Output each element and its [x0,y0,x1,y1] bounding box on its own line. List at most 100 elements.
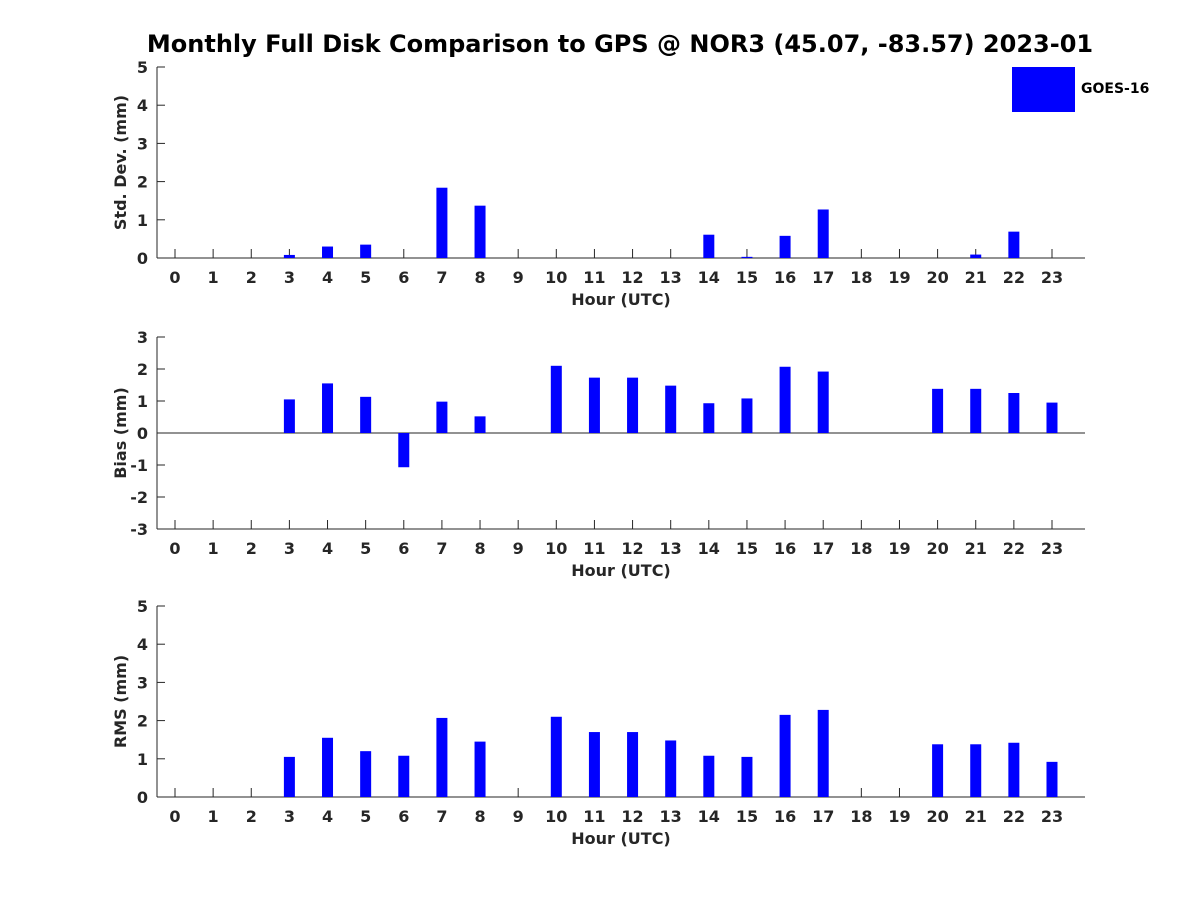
x-tick-label: 16 [774,268,796,287]
bar [1008,742,1020,797]
x-tick-label: 5 [360,807,371,826]
x-tick-label: 8 [474,807,485,826]
y-tick-label: 2 [137,173,148,192]
bar [779,235,791,258]
bar [436,717,448,797]
y-tick-label: 1 [137,211,148,230]
x-tick-label: 22 [1003,539,1025,558]
x-tick-label: 7 [436,539,447,558]
x-tick-label: 2 [246,539,257,558]
y-tick-label: 2 [137,712,148,731]
y-tick-label: 2 [137,360,148,379]
y-tick-label: 5 [137,597,148,616]
x-tick-label: 20 [926,807,948,826]
bar [474,205,486,258]
bar [436,401,448,433]
bar [360,244,372,258]
bar [322,246,334,258]
y-tick-label: 1 [137,392,148,411]
x-tick-label: 23 [1041,807,1063,826]
bar [1046,402,1058,433]
bar [970,254,982,258]
bar [398,755,410,797]
bar [588,377,600,433]
x-tick-label: 3 [284,807,295,826]
x-tick-label: 17 [812,807,834,826]
bar [398,433,410,468]
x-tick-label: 12 [621,807,643,826]
x-tick-label: 12 [621,268,643,287]
bar [970,744,982,797]
bar [817,371,829,433]
bar [627,377,639,433]
y-tick-label: 3 [137,328,148,347]
x-tick-label: 1 [208,807,219,826]
bar [932,744,944,797]
y-axis-label: RMS (mm) [111,655,130,748]
y-tick-label: 0 [137,788,148,807]
x-tick-label: 2 [246,268,257,287]
bar [741,398,753,433]
y-tick-label: 1 [137,750,148,769]
x-tick-label: 17 [812,539,834,558]
x-tick-label: 11 [583,268,605,287]
x-tick-label: 9 [513,539,524,558]
bar [627,732,639,797]
x-tick-label: 15 [736,268,758,287]
x-axis-label: Hour (UTC) [571,561,671,580]
x-tick-label: 6 [398,807,409,826]
x-tick-label: 15 [736,539,758,558]
bar [1008,231,1020,258]
x-tick-label: 0 [169,807,180,826]
x-tick-label: 16 [774,807,796,826]
x-tick-label: 22 [1003,807,1025,826]
x-tick-label: 4 [322,807,333,826]
y-tick-label: 0 [137,424,148,443]
x-tick-label: 7 [436,807,447,826]
x-tick-label: 23 [1041,539,1063,558]
y-tick-label: -3 [130,520,148,539]
y-tick-label: 4 [137,635,148,654]
y-axis-label: Bias (mm) [111,387,130,479]
x-tick-label: 2 [246,807,257,826]
x-tick-label: 11 [583,807,605,826]
bar [550,716,562,797]
bar [1008,393,1020,433]
x-tick-label: 22 [1003,268,1025,287]
x-tick-label: 5 [360,268,371,287]
x-tick-label: 13 [660,268,682,287]
bar [360,751,372,797]
x-tick-label: 15 [736,807,758,826]
x-tick-label: 9 [513,268,524,287]
x-tick-label: 4 [322,268,333,287]
bar [322,737,334,797]
bar [970,388,982,433]
bar [741,756,753,797]
bar [1046,761,1058,797]
x-tick-label: 8 [474,539,485,558]
x-tick-label: 9 [513,807,524,826]
y-tick-label: 0 [137,249,148,268]
x-tick-label: 1 [208,539,219,558]
bar [550,365,562,433]
bar [703,403,715,433]
y-tick-label: 5 [137,58,148,77]
x-tick-label: 14 [698,807,720,826]
x-tick-label: 4 [322,539,333,558]
bar [817,709,829,797]
x-tick-label: 6 [398,268,409,287]
y-tick-label: -1 [130,456,148,475]
x-tick-label: 19 [888,539,910,558]
x-tick-label: 0 [169,539,180,558]
x-tick-label: 18 [850,539,872,558]
x-tick-label: 17 [812,268,834,287]
bar [779,714,791,797]
bar [283,254,295,258]
x-tick-label: 13 [660,807,682,826]
bar [932,388,944,433]
x-axis-label: Hour (UTC) [571,829,671,848]
legend-swatch [1012,67,1075,112]
